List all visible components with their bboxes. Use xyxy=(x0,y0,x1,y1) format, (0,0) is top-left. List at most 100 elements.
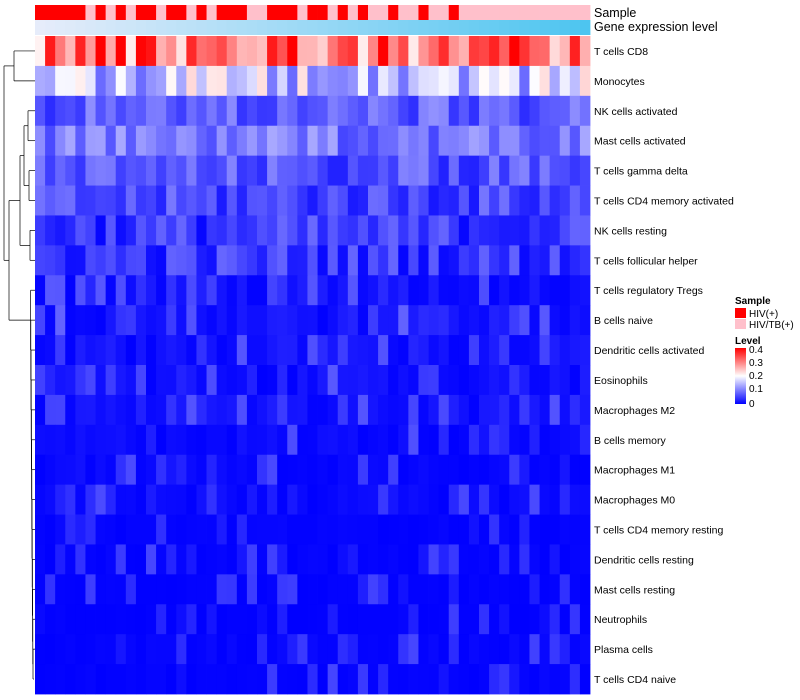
heatmap-cell xyxy=(418,275,429,306)
heatmap-cell xyxy=(277,275,288,306)
heatmap-cell xyxy=(509,514,520,545)
heatmap-cell xyxy=(176,365,187,396)
heatmap-cell xyxy=(125,484,137,515)
heatmap-cell xyxy=(378,185,389,216)
expression-annotation-cell xyxy=(539,20,551,35)
heatmap-cell xyxy=(559,65,571,97)
heatmap-cell xyxy=(408,424,419,456)
heatmap-cell xyxy=(186,305,197,336)
heatmap-cell xyxy=(85,394,96,426)
heatmap-cell xyxy=(408,245,419,276)
heatmap-cell xyxy=(569,185,581,216)
heatmap-cell xyxy=(307,335,318,366)
heatmap-cell xyxy=(378,454,389,486)
heatmap-cell xyxy=(579,544,591,575)
heatmap-cell xyxy=(569,305,581,336)
heatmap-cell xyxy=(236,514,248,545)
sample-annotation-cell xyxy=(509,5,520,20)
heatmap-cell xyxy=(519,185,530,216)
heatmap-cell xyxy=(539,604,551,635)
heatmap-cell xyxy=(246,394,258,426)
heatmap-cell xyxy=(236,424,248,456)
sample-annotation-cell xyxy=(287,5,298,20)
heatmap-cell xyxy=(65,365,76,396)
heatmap-cell xyxy=(388,424,399,456)
heatmap-cell xyxy=(479,664,490,695)
heatmap-cell xyxy=(236,155,248,186)
heatmap-cell xyxy=(135,245,147,276)
heatmap-cell xyxy=(115,155,127,186)
heatmap-cell xyxy=(438,454,450,486)
heatmap-cell xyxy=(196,185,207,216)
heatmap-cell xyxy=(569,664,581,695)
sample-annotation-cell xyxy=(166,5,177,20)
heatmap-cell xyxy=(509,664,520,695)
heatmap-cell xyxy=(135,484,147,515)
heatmap-cell xyxy=(246,514,258,545)
heatmap-cell xyxy=(388,155,399,186)
heatmap-cell xyxy=(468,305,480,336)
expression-annotation-cell xyxy=(226,20,238,35)
heatmap-cell xyxy=(236,215,248,246)
heatmap-cell xyxy=(398,215,409,246)
heatmap-cell xyxy=(166,514,177,545)
heatmap-cell xyxy=(55,664,66,695)
heatmap-cell xyxy=(277,155,288,186)
heatmap-cell xyxy=(388,454,399,486)
heatmap-cell xyxy=(438,245,450,276)
heatmap-cell xyxy=(529,305,540,336)
heatmap-cell xyxy=(388,95,399,127)
heatmap-cell xyxy=(105,36,117,67)
heatmap-cell xyxy=(499,365,510,396)
heatmap-cell xyxy=(226,125,238,157)
heatmap-cell xyxy=(45,215,56,246)
heatmap-cell xyxy=(35,185,46,216)
heatmap-cell xyxy=(156,275,167,306)
heatmap-cell xyxy=(317,514,329,545)
heatmap-cell xyxy=(519,604,530,635)
heatmap-cell xyxy=(55,394,66,426)
heatmap-cell xyxy=(347,125,359,157)
heatmap-cell xyxy=(45,185,56,216)
heatmap-cell xyxy=(125,125,137,157)
heatmap-cell xyxy=(529,215,540,246)
heatmap-cell xyxy=(307,275,318,306)
heatmap-cell xyxy=(408,574,419,605)
heatmap-cell xyxy=(509,544,520,575)
heatmap-cell xyxy=(226,365,238,396)
heatmap-cell xyxy=(257,185,268,216)
heatmap-cell xyxy=(438,275,450,306)
sample-annotation-cell xyxy=(357,5,369,20)
expression-annotation-cell xyxy=(388,20,399,35)
expression-annotation-cell xyxy=(549,20,561,35)
heatmap-cell xyxy=(206,215,218,246)
heatmap-cell xyxy=(257,604,268,635)
heatmap-cell xyxy=(337,275,349,306)
heatmap-cell xyxy=(408,335,419,366)
heatmap-cell xyxy=(135,454,147,486)
heatmap-cell xyxy=(357,574,369,605)
heatmap-cell xyxy=(226,394,238,426)
heatmap-cell xyxy=(317,305,329,336)
heatmap-cell xyxy=(196,394,207,426)
heatmap-cell xyxy=(216,484,228,515)
heatmap-cell xyxy=(448,454,460,486)
heatmap-cell xyxy=(448,65,460,97)
heatmap-cell xyxy=(55,424,66,456)
heatmap-cell xyxy=(428,365,440,396)
heatmap-cell xyxy=(135,275,147,306)
heatmap-cell xyxy=(479,155,490,186)
heatmap-cell xyxy=(438,604,450,635)
heatmap-cell xyxy=(65,424,76,456)
heatmap-cells xyxy=(35,36,591,695)
heatmap-cell xyxy=(196,95,207,127)
heatmap-cell xyxy=(307,185,318,216)
heatmap-cell xyxy=(146,65,157,97)
heatmap-cell xyxy=(388,604,399,635)
heatmap-cell xyxy=(337,215,349,246)
sample-annotation-cell xyxy=(408,5,419,20)
heatmap-cell xyxy=(65,185,76,216)
legend-label-hiv: HIV(+) xyxy=(749,309,778,320)
heatmap-cell xyxy=(337,484,349,515)
heatmap-cell xyxy=(489,36,500,67)
